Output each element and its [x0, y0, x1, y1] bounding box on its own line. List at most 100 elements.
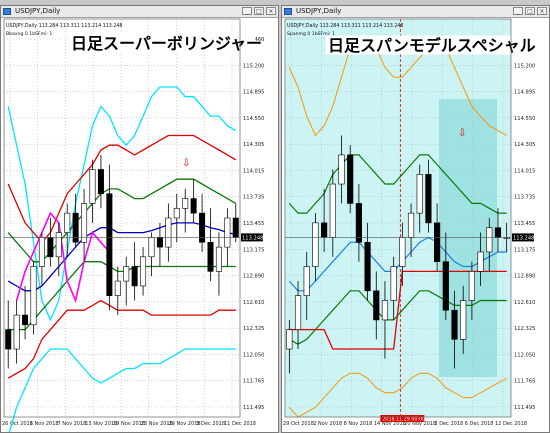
x-tick-label: 26 Oct 2018: [2, 421, 33, 427]
chart-area-left[interactable]: 115.460115.200114.895114.550114.305114.0…: [1, 6, 279, 433]
close-button[interactable]: ×: [537, 7, 547, 15]
candle-body: [97, 169, 104, 195]
candle-body: [81, 203, 88, 243]
x-tick-label: 2 Nov 2018: [313, 421, 342, 427]
y-tick-label: 114.015: [243, 168, 264, 174]
candle-body: [312, 222, 319, 267]
indicator-line: [15, 211, 111, 304]
y-tick-label: 112.050: [514, 352, 535, 358]
candle-body: [131, 266, 138, 287]
indicator-line: [8, 261, 236, 331]
candle-body: [123, 266, 130, 282]
candle-body: [407, 212, 415, 238]
minimize-button[interactable]: _: [513, 7, 523, 15]
y-tick-label: 113.735: [514, 195, 535, 201]
x-tick-label: 8 Nov 2018: [344, 421, 373, 427]
x-tick-label: 29 Nov 2018: [169, 421, 201, 427]
candle-body: [486, 227, 493, 253]
label-box: [325, 35, 539, 55]
chart-area-right[interactable]: 115.460115.200114.895114.550114.305114.0…: [282, 6, 550, 433]
y-tick-label: 114.550: [243, 116, 264, 122]
candle-body: [30, 266, 37, 326]
candle-body: [207, 241, 214, 272]
x-tick-label: 5 Dec 2018: [196, 421, 225, 427]
y-tick-label: 111.765: [243, 379, 264, 385]
outer-band-upper: [288, 37, 507, 137]
y-tick-label: 113.455: [514, 221, 535, 227]
y-tick-label: 113.455: [243, 221, 264, 227]
signal-arrow-icon: ⇩: [458, 128, 466, 139]
candle-body: [89, 169, 96, 204]
candle-body: [5, 329, 12, 350]
chart-label: 日足スーパーボリンジャー: [71, 34, 262, 53]
date-tag-box: [380, 415, 425, 422]
y-tick-label: 112.050: [243, 352, 264, 358]
minimize-button[interactable]: _: [242, 7, 252, 15]
y-tick-label: 115.200: [243, 63, 264, 69]
x-tick-label: 7 Nov 2018: [58, 421, 87, 427]
price-tag: 113.248: [513, 235, 534, 241]
candle-body: [425, 174, 432, 224]
y-tick-label: 114.895: [243, 90, 264, 96]
candle-body: [64, 212, 71, 233]
chart-window-left[interactable]: USDJPY,Daily _ □ × 115.460115.200114.895…: [0, 5, 279, 433]
maximize-button[interactable]: □: [525, 7, 535, 15]
indicator-line: [8, 348, 236, 432]
y-tick-label: 113.175: [514, 247, 535, 253]
candle-body: [232, 217, 239, 238]
chart-window-right[interactable]: USDJPY,Daily _ □ × 115.460115.200114.895…: [281, 5, 550, 433]
y-tick-label: 114.895: [514, 90, 535, 96]
plot-border: [284, 18, 512, 418]
label-box: [68, 33, 256, 53]
chart-window-icon: [3, 8, 11, 15]
candle-body: [215, 246, 222, 272]
candle-body: [47, 237, 54, 258]
candle-body: [286, 329, 293, 350]
candle-body: [416, 174, 423, 214]
candle-body: [355, 203, 362, 243]
candle-body: [156, 237, 163, 248]
window-titlebar-right[interactable]: USDJPY,Daily _ □ ×: [282, 6, 549, 18]
maximize-button[interactable]: □: [254, 7, 264, 15]
candle-body: [477, 251, 484, 272]
candle-body: [294, 295, 302, 330]
x-tick-label: 11 Dec 2018: [224, 421, 256, 427]
candle-body: [338, 154, 345, 185]
window-titlebar-left[interactable]: USDJPY,Daily _ □ ×: [1, 6, 278, 18]
mid-band-upper: [288, 154, 507, 214]
candle-body: [434, 222, 441, 262]
y-tick-label: 114.015: [514, 168, 535, 174]
x-tick-label: 19 Nov 2018: [113, 421, 145, 427]
x-tick-label: 13 Nov 2018: [85, 421, 117, 427]
ohlc-readout: USDJPY,Daily 113.284 113.311 113.214 113…: [287, 23, 404, 29]
x-tick-label: 29 Oct 2018: [283, 421, 314, 427]
candle-body: [106, 193, 113, 296]
signal-arrow-icon: ⇩: [182, 158, 190, 169]
candle-body: [373, 290, 380, 321]
span-line-red: [289, 270, 507, 350]
x-tick-label: 3 Dec 2018: [434, 421, 463, 427]
chart-window-icon: [284, 8, 292, 15]
candle-body: [173, 207, 180, 219]
indicator-line: [7, 178, 237, 263]
candle-body: [22, 314, 29, 326]
close-button[interactable]: ×: [266, 7, 276, 15]
window-title-left: USDJPY,Daily: [15, 7, 61, 15]
y-tick-label: 114.550: [514, 116, 535, 122]
candle-body: [460, 300, 467, 340]
span-line-blue: [288, 236, 507, 292]
y-tick-label: 114.305: [514, 142, 535, 148]
candle-body: [451, 309, 458, 340]
candle-body: [165, 217, 172, 248]
x-tick-label: 14 Nov 2018: [374, 421, 406, 427]
y-tick-label: 112.890: [243, 274, 264, 280]
indicator-line: [7, 299, 236, 379]
candle-body: [72, 212, 79, 243]
candle-body: [442, 261, 449, 311]
y-tick-label: 111.495: [243, 405, 264, 411]
candle-body: [347, 154, 354, 204]
x-tick-label: 23 Nov 2018: [141, 421, 173, 427]
date-tag: 2018.11.29 00:00: [382, 417, 425, 423]
indicator-line: [7, 86, 237, 322]
outer-band-lower: [288, 372, 507, 418]
